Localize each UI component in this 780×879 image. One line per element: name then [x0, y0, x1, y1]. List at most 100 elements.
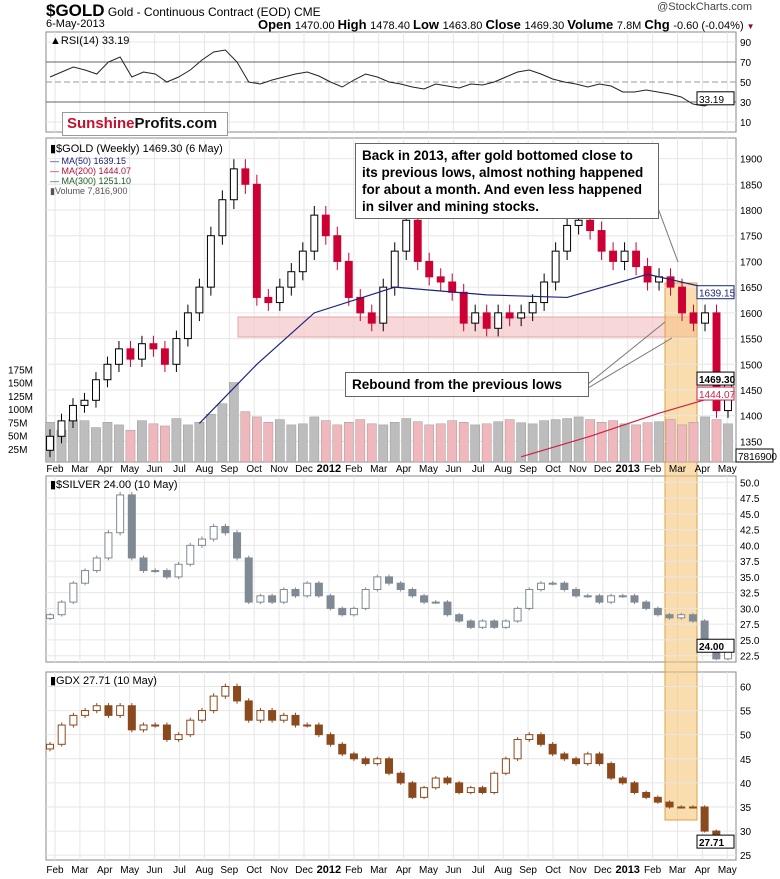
month-label: Apr	[97, 464, 113, 475]
silver-candle	[127, 494, 136, 559]
gdx-candle	[700, 806, 709, 832]
silver-candle	[431, 601, 440, 604]
month-label-bottom: Dec	[295, 865, 313, 876]
gold-candle	[160, 348, 169, 365]
silver-candle	[642, 601, 651, 609]
gold-tick-label: 1450	[740, 386, 763, 397]
gold-candle	[310, 214, 319, 252]
silver-candle	[314, 582, 323, 597]
volume-bar	[194, 422, 205, 463]
gold-candle	[57, 420, 66, 437]
ma200-line	[520, 392, 729, 458]
rebound-arrow	[587, 321, 666, 385]
volume-bar	[504, 419, 515, 463]
rsi-last-label-box	[696, 91, 735, 106]
gold-candle	[517, 312, 526, 319]
silver-candle	[653, 607, 662, 616]
gold-candle	[183, 312, 192, 340]
gold-tick-label: 1850	[740, 180, 763, 191]
silver-candle	[162, 570, 171, 578]
volume-tick-label: 100M	[8, 405, 33, 416]
gdx-candle	[221, 685, 230, 697]
month-label-bottom: Jun	[445, 865, 461, 876]
gold-title: ▮$GOLD (Weekly) 1469.30 (6 May)	[50, 143, 223, 155]
silver-candle	[455, 614, 464, 622]
gold-candle	[379, 286, 388, 324]
gdx-tick-label: 60	[740, 682, 752, 693]
gold-candle	[287, 271, 296, 288]
gold-candle	[689, 312, 698, 324]
silver-candle	[338, 607, 347, 616]
gdx-candle	[151, 724, 160, 727]
gold-tick-label: 1750	[740, 232, 763, 243]
silver-candle	[151, 570, 160, 573]
gold-tick-label: 1350	[740, 437, 763, 448]
month-label: Mar	[669, 464, 687, 475]
annotation-rebound: Rebound from the previous lows	[345, 372, 589, 397]
silver-candle	[595, 595, 604, 603]
month-label: Mar	[71, 464, 89, 475]
gold-candle	[563, 224, 572, 252]
gdx-candle	[209, 695, 218, 712]
volume-bar	[596, 422, 607, 463]
gold-tick-label: 1800	[740, 206, 763, 217]
gold-candle	[218, 199, 227, 237]
volume-bar	[148, 423, 159, 463]
gdx-candle	[455, 782, 464, 794]
volume-bar	[447, 420, 458, 463]
month-label-bottom: Mar	[370, 865, 388, 876]
month-label-bottom: Feb	[345, 865, 363, 876]
volume-last-label: 7816900	[738, 452, 777, 463]
gdx-last-label: 27.71	[699, 838, 724, 849]
ohlc-value: 1463.80	[442, 20, 486, 32]
volume-bar	[481, 423, 492, 463]
gdx-candle	[233, 685, 242, 702]
month-label: Mar	[370, 464, 388, 475]
gold-tick-label: 1900	[740, 155, 763, 166]
silver-candle	[525, 588, 534, 609]
volume-bar	[711, 419, 722, 463]
gdx-candle	[384, 758, 394, 774]
volume-bar	[585, 419, 595, 463]
month-label: Jul	[173, 464, 186, 475]
gdx-tick-label: 55	[740, 707, 752, 718]
month-label-bottom: Jun	[147, 865, 163, 876]
gold-candle	[413, 219, 422, 262]
silver-candle	[326, 595, 335, 609]
ohlc-key: Low	[413, 17, 443, 32]
ohlc-bar: Open 1470.00 High 1478.40 Low 1463.80 Cl…	[258, 17, 755, 32]
gdx-tick-label: 35	[740, 803, 752, 814]
silver-candle	[104, 532, 113, 559]
ma200-label-box	[696, 386, 735, 401]
rsi-line	[49, 49, 729, 107]
gdx-candle	[525, 734, 534, 740]
gdx-candle	[443, 777, 452, 784]
gdx-candle	[69, 714, 78, 726]
silver-candle	[233, 532, 242, 559]
ohlc-key: Open	[258, 17, 295, 32]
gdx-candle	[338, 743, 347, 755]
ma50-line	[198, 273, 729, 424]
month-label-bottom: 2012	[317, 864, 341, 876]
ohlc-value: 1469.30	[524, 20, 568, 32]
volume-bar	[125, 429, 136, 463]
volume-bar	[562, 418, 572, 463]
gold-candle	[459, 291, 468, 324]
volume-bar	[355, 419, 366, 463]
silver-candle	[618, 595, 627, 598]
gdx-candle	[104, 705, 113, 716]
gdx-candle	[268, 710, 277, 721]
gold-tick-label: 1550	[740, 335, 763, 346]
gold-candle	[540, 281, 549, 304]
gdx-candle	[244, 700, 253, 721]
month-label: May	[718, 464, 737, 475]
panel-frame-2	[45, 475, 737, 663]
silver-candle	[560, 582, 569, 590]
gdx-candle	[431, 777, 440, 789]
volume-bar	[114, 424, 124, 463]
gold-close-label-box	[696, 371, 735, 386]
volume-bar	[608, 420, 618, 463]
gdx-candle	[408, 782, 417, 798]
gold-candle	[425, 260, 434, 278]
month-label-bottom: Aug	[494, 865, 512, 876]
